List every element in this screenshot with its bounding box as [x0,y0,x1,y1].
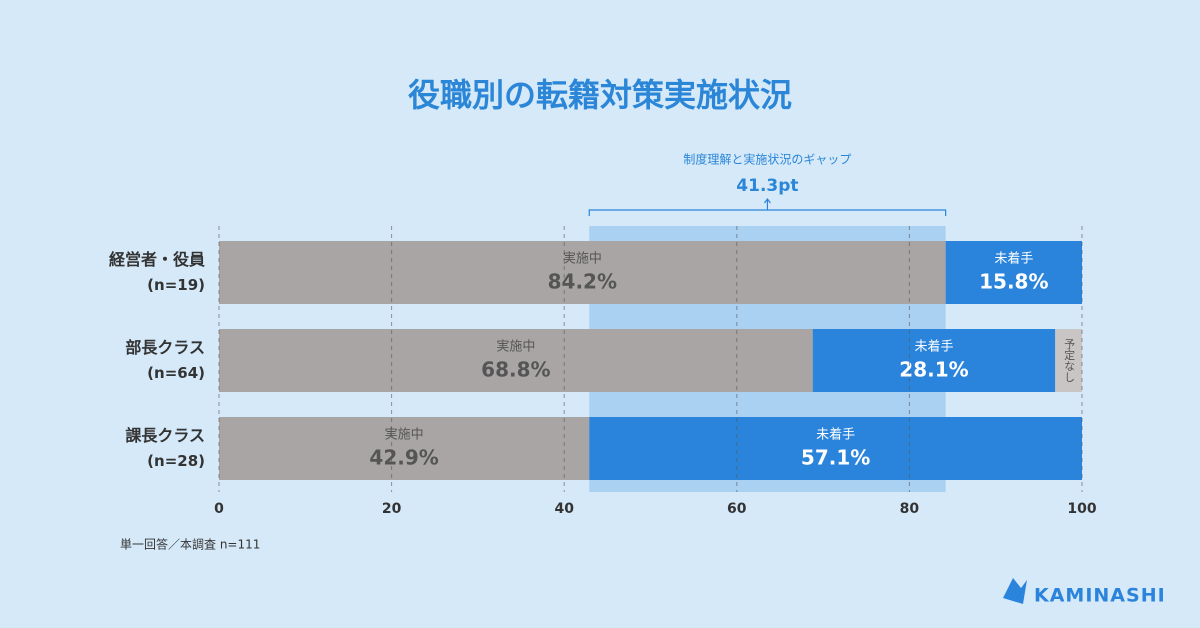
segment-name: 実施中 [496,339,535,355]
x-tick-label: 80 [900,501,920,517]
bar-segment [1055,329,1082,392]
logo-icon [1003,578,1027,604]
logo: KAMINASHI [1003,578,1166,607]
segment-name: 未着手 [914,339,953,355]
value-label: 42.9% [369,446,438,470]
value-label: 84.2% [548,270,617,294]
x-tick-label: 20 [382,501,402,517]
segment-name: 予定なし [1063,338,1076,382]
segment-name: 実施中 [385,427,424,443]
x-tick-label: 40 [554,501,574,517]
category-label: 部長クラス [125,338,205,357]
bar-segment [812,329,1056,392]
bar-segment [219,241,946,304]
bar-segment [945,241,1082,304]
category-note: (n=28) [147,452,205,470]
footnote: 単一回答／本調査 n=111 [120,537,260,552]
x-tick-label: 100 [1067,501,1096,517]
annotation-value: 41.3pt [736,176,798,196]
category-note: (n=64) [147,364,205,382]
category-label: 課長クラス [125,426,205,445]
bar-segment [219,329,813,392]
x-tick-label: 0 [214,501,224,517]
annotation-text: 制度理解と実施状況のギャップ [683,152,851,167]
gap-bracket [588,198,947,216]
chart-title: 役職別の転籍対策実施状況 [408,76,792,114]
category-label: 経営者・役員 [109,250,205,269]
x-tick-label: 60 [727,501,747,517]
segment-name: 未着手 [816,427,855,443]
segment-name: 未着手 [994,251,1033,267]
value-label: 15.8% [979,270,1048,294]
logo-text: KAMINASHI [1034,585,1166,607]
bar-segment [219,417,590,480]
bar-segment [589,417,1082,480]
value-label: 68.8% [481,358,550,382]
value-label: 28.1% [899,358,968,382]
value-label: 57.1% [801,446,870,470]
segment-name: 実施中 [563,251,602,267]
category-note: (n=19) [147,276,205,294]
